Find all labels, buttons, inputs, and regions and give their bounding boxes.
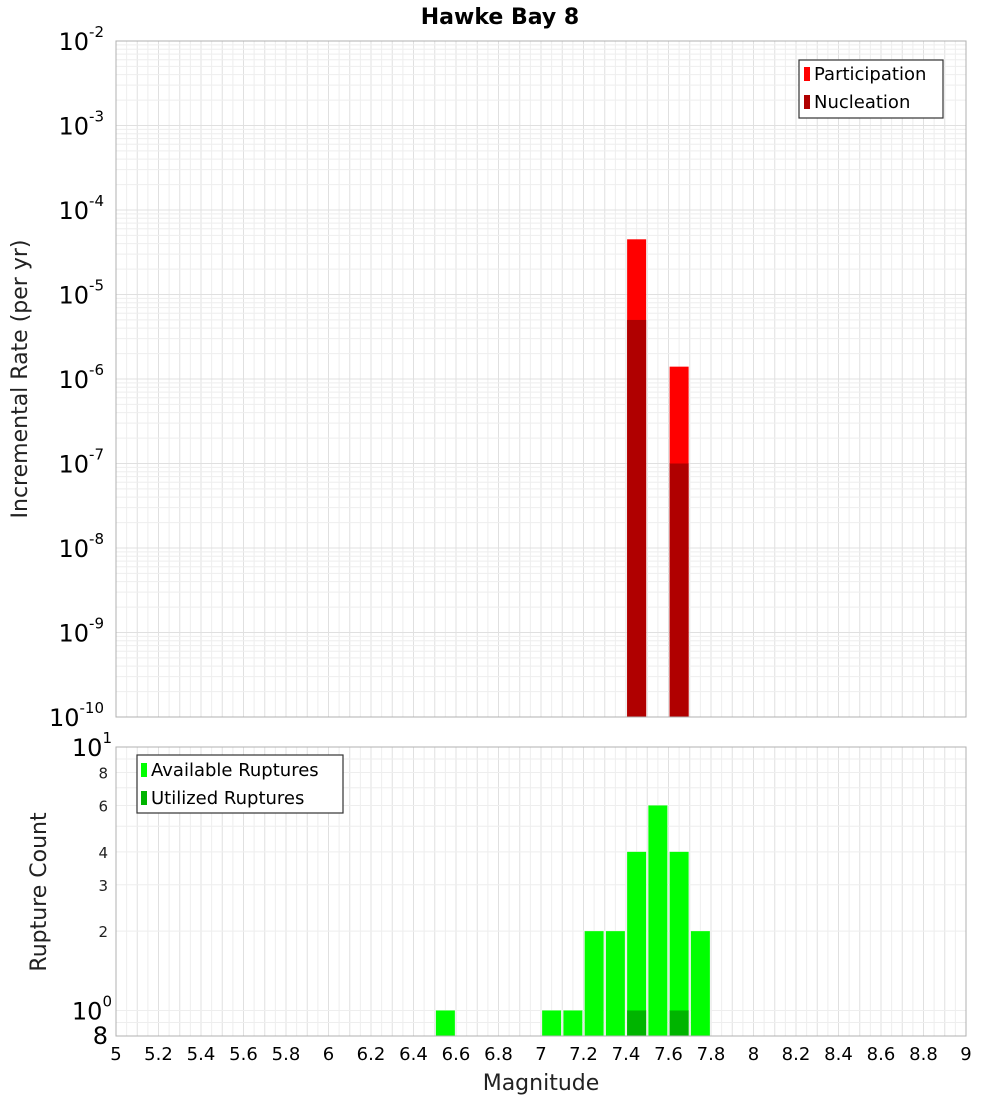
bottom-y-axis-label: Rupture Count [27, 812, 52, 972]
y-tick-label: 101 [72, 729, 112, 762]
legend-utilized-swatch [141, 791, 147, 805]
x-tick-label: 7 [535, 1044, 546, 1065]
x-tick-label: 5.8 [272, 1044, 301, 1065]
legend-utilized-label: Utilized Ruptures [151, 788, 304, 809]
bottom-legend: Available Ruptures Utilized Ruptures [136, 754, 344, 814]
x-tick-label: 7.8 [697, 1044, 726, 1065]
x-tick-label: 6 [323, 1044, 334, 1065]
available-ruptures-bar [435, 1010, 455, 1036]
available-ruptures-bar [605, 931, 625, 1036]
x-tick-label: 5.4 [187, 1044, 216, 1065]
top-legend: Participation Nucleation [798, 59, 944, 119]
available-ruptures-bar [648, 805, 668, 1036]
available-ruptures-bar [669, 851, 689, 1036]
top-y-axis-label: Incremental Rate (per yr) [8, 240, 33, 519]
y-tick-label: 8 [93, 1022, 108, 1050]
y-tick-label: 10-8 [58, 530, 104, 563]
y-tick-label: 10-5 [58, 277, 104, 310]
legend-nucleation-label: Nucleation [814, 92, 910, 113]
x-tick-label: 5 [110, 1044, 121, 1065]
top-panel: 10-2 10-3 10-4 10-5 10-6 10-7 10-8 10-9 10-10 In… [8, 23, 967, 732]
y-tick-label: 100 [72, 992, 112, 1025]
y-tick-label: 2 [98, 923, 108, 941]
utilized-ruptures-bar [669, 1010, 689, 1036]
top-gridlines [115, 41, 967, 718]
available-ruptures-bar [563, 1010, 583, 1036]
y-tick-label: 10-3 [58, 108, 104, 141]
chart-title: Hawke Bay 8 [421, 5, 579, 30]
x-tick-label: 8.6 [867, 1044, 896, 1065]
available-ruptures-bar [542, 1010, 562, 1036]
x-tick-label: 7.2 [569, 1044, 598, 1065]
available-ruptures-bar [584, 931, 604, 1036]
y-tick-label: 10-2 [58, 23, 104, 56]
legend-participation-swatch [804, 67, 810, 81]
nucleation-bar [627, 319, 647, 717]
legend-nucleation-swatch [804, 95, 810, 109]
top-y-tick-labels: 10-2 10-3 10-4 10-5 10-6 10-7 10-8 10-9 10-10 [49, 23, 104, 732]
utilized-ruptures-bar [627, 1010, 647, 1036]
x-tick-label: 8.2 [782, 1044, 811, 1065]
bottom-legend-box [136, 754, 344, 814]
available-ruptures-bar [690, 931, 710, 1036]
x-tick-label: 6.8 [484, 1044, 513, 1065]
y-tick-label: 8 [98, 765, 108, 783]
legend-available-swatch [141, 763, 147, 777]
y-tick-label: 3 [98, 877, 108, 895]
legend-participation-label: Participation [814, 64, 926, 85]
x-tick-label: 8.4 [824, 1044, 853, 1065]
x-axis-label: Magnitude [483, 1071, 600, 1096]
y-tick-label: 6 [98, 797, 108, 815]
x-tick-label: 8 [748, 1044, 759, 1065]
x-tick-label: 7.4 [612, 1044, 641, 1065]
y-tick-label: 10-9 [58, 615, 104, 648]
y-tick-label: 4 [98, 844, 108, 862]
available-ruptures-bar [627, 851, 647, 1036]
x-tick-label: 6.4 [399, 1044, 428, 1065]
y-tick-label: 10-4 [58, 192, 104, 225]
top-legend-box [798, 59, 944, 119]
bottom-bars [435, 805, 710, 1036]
x-tick-label: 6.6 [442, 1044, 471, 1065]
y-tick-label: 10-6 [58, 361, 104, 394]
bottom-plot-frame [115, 746, 967, 1037]
legend-available-label: Available Ruptures [151, 760, 319, 781]
top-bars [627, 239, 689, 718]
y-tick-label: 10-10 [49, 699, 104, 732]
y-tick-label: 10-7 [58, 446, 104, 479]
x-tick-labels: 5 5.2 5.4 5.6 5.8 6 6.2 6.4 6.6 6.8 7 7.2 7.4 7.6 7.8 8… [110, 1044, 971, 1065]
nucleation-bar [669, 463, 689, 717]
x-tick-label: 7.6 [654, 1044, 683, 1065]
x-tick-label: 6.2 [357, 1044, 386, 1065]
x-tick-label: 9 [960, 1044, 971, 1065]
x-tick-label: 5.2 [144, 1044, 173, 1065]
top-plot-frame [115, 40, 967, 718]
x-tick-label: 8.8 [909, 1044, 938, 1065]
x-tick-label: 5.6 [229, 1044, 258, 1065]
